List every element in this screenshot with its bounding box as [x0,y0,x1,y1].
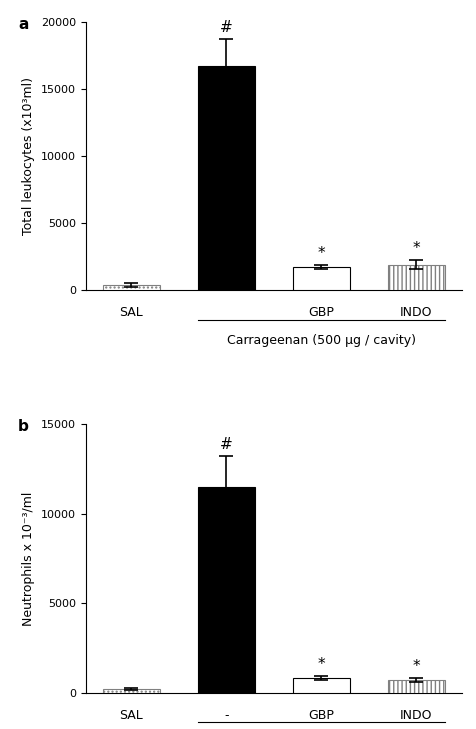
Text: GBP: GBP [308,306,334,319]
Bar [103,285,160,290]
Text: a: a [18,17,29,31]
Bar [293,268,350,290]
Bar [198,487,255,693]
Text: Carrageenan (500 μg / cavity): Carrageenan (500 μg / cavity) [227,335,416,348]
Text: *: * [412,241,420,256]
Bar [293,678,350,693]
Text: *: * [317,246,325,261]
Text: SAL: SAL [119,306,143,319]
Bar [387,680,445,693]
Text: #: # [220,437,233,453]
Text: #: # [220,20,233,35]
Bar [387,265,445,290]
Text: INDO: INDO [400,306,432,319]
Y-axis label: Neutrophils x 10⁻³/ml: Neutrophils x 10⁻³/ml [22,491,35,625]
Text: *: * [412,659,420,674]
Bar [103,689,160,693]
Text: *: * [317,658,325,672]
Text: SAL: SAL [119,709,143,722]
Text: -: - [224,709,228,722]
Text: INDO: INDO [400,709,432,722]
Text: b: b [18,419,29,434]
Text: GBP: GBP [308,709,334,722]
Bar [198,66,255,290]
Y-axis label: Total leukocytes (x10³ml): Total leukocytes (x10³ml) [22,77,35,235]
